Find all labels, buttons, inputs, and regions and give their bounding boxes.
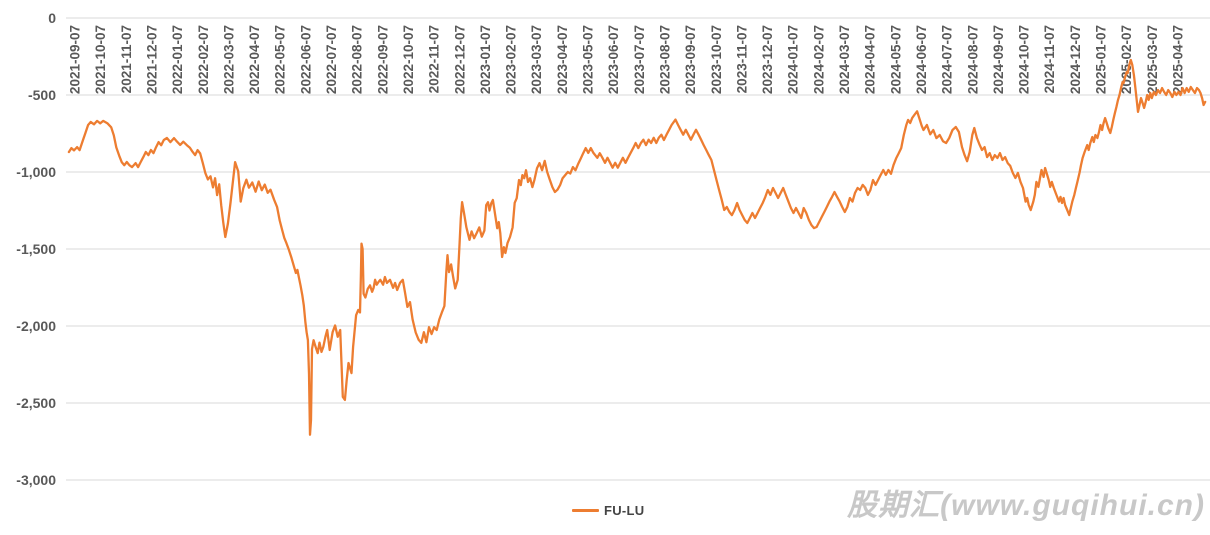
x-tick-label: 2024-11-07: [1042, 25, 1057, 93]
x-tick-label: 2024-07-07: [940, 25, 955, 94]
x-tick-label: 2024-10-07: [1017, 25, 1032, 94]
x-tick-label: 2024-02-07: [811, 25, 826, 94]
x-tick-label: 2022-02-07: [196, 25, 211, 94]
x-tick-label: 2023-06-07: [606, 25, 621, 94]
x-tick-label: 2023-03-07: [529, 25, 544, 94]
x-tick-label: 2022-08-07: [350, 25, 365, 94]
x-axis-labels: 2021-09-07 2021-10-07 2021-11-07 2021-12-07…: [68, 25, 1186, 94]
legend: FU-LU: [572, 503, 645, 518]
x-tick-label: 2025-01-07: [1094, 25, 1109, 94]
x-tick-label: 2024-12-07: [1068, 25, 1083, 94]
y-tick-label: -500: [28, 87, 56, 103]
x-tick-label: 2023-11-07: [734, 25, 749, 93]
legend-series-label: FU-LU: [604, 503, 645, 518]
x-tick-label: 2024-01-07: [786, 25, 801, 94]
x-tick-label: 2022-12-07: [452, 25, 467, 94]
x-tick-label: 2024-06-07: [914, 25, 929, 94]
y-tick-label: -2,500: [16, 395, 56, 411]
x-tick-label: 2024-08-07: [965, 25, 980, 94]
x-tick-label: 2024-09-07: [991, 25, 1006, 94]
x-tick-label: 2024-05-07: [888, 25, 903, 94]
x-tick-label: 2022-07-07: [324, 25, 339, 94]
x-tick-label: 2023-09-07: [683, 25, 698, 94]
x-tick-label: 2021-09-07: [68, 25, 83, 94]
x-tick-label: 2021-11-07: [119, 25, 134, 93]
x-tick-label: 2021-12-07: [144, 25, 159, 94]
x-tick-label: 2025-03-07: [1145, 25, 1160, 94]
x-tick-label: 2023-02-07: [504, 25, 519, 94]
x-tick-label: 2022-09-07: [375, 25, 390, 94]
x-tick-label: 2022-11-07: [427, 25, 442, 93]
x-tick-label: 2023-12-07: [760, 25, 775, 94]
y-axis-labels: 0 -500 -1,000 -1,500 -2,000 -2,500 -3,000: [16, 10, 56, 488]
x-tick-label: 2023-08-07: [657, 25, 672, 94]
x-tick-label: 2024-04-07: [863, 25, 878, 94]
y-tick-label: -1,500: [16, 241, 56, 257]
x-tick-label: 2023-04-07: [555, 25, 570, 94]
x-tick-label: 2023-05-07: [581, 25, 596, 94]
x-tick-label: 2022-01-07: [170, 25, 185, 94]
y-tick-label: -1,000: [16, 164, 56, 180]
x-tick-label: 2023-07-07: [632, 25, 647, 94]
x-tick-label: 2024-03-07: [837, 25, 852, 94]
x-tick-label: 2025-02-07: [1119, 25, 1134, 94]
x-tick-label: 2025-04-07: [1170, 25, 1185, 94]
legend-line-sample: [572, 509, 599, 512]
y-tick-label: -3,000: [16, 472, 56, 488]
x-tick-label: 2022-06-07: [298, 25, 313, 94]
y-tick-label: 0: [48, 10, 56, 26]
x-tick-label: 2022-03-07: [221, 25, 236, 94]
fu-lu-series-line: [67, 58, 1207, 436]
x-tick-label: 2023-01-07: [478, 25, 493, 94]
watermark: 股期汇(www.guqihui.cn): [847, 489, 1205, 522]
x-tick-label: 2023-10-07: [709, 25, 724, 94]
x-tick-label: 2022-05-07: [273, 25, 288, 94]
x-tick-label: 2021-10-07: [93, 25, 108, 94]
gridlines: [66, 17, 1210, 481]
x-tick-label: 2022-04-07: [247, 25, 262, 94]
x-tick-label: 2022-10-07: [401, 25, 416, 94]
y-tick-label: -2,000: [16, 318, 56, 334]
